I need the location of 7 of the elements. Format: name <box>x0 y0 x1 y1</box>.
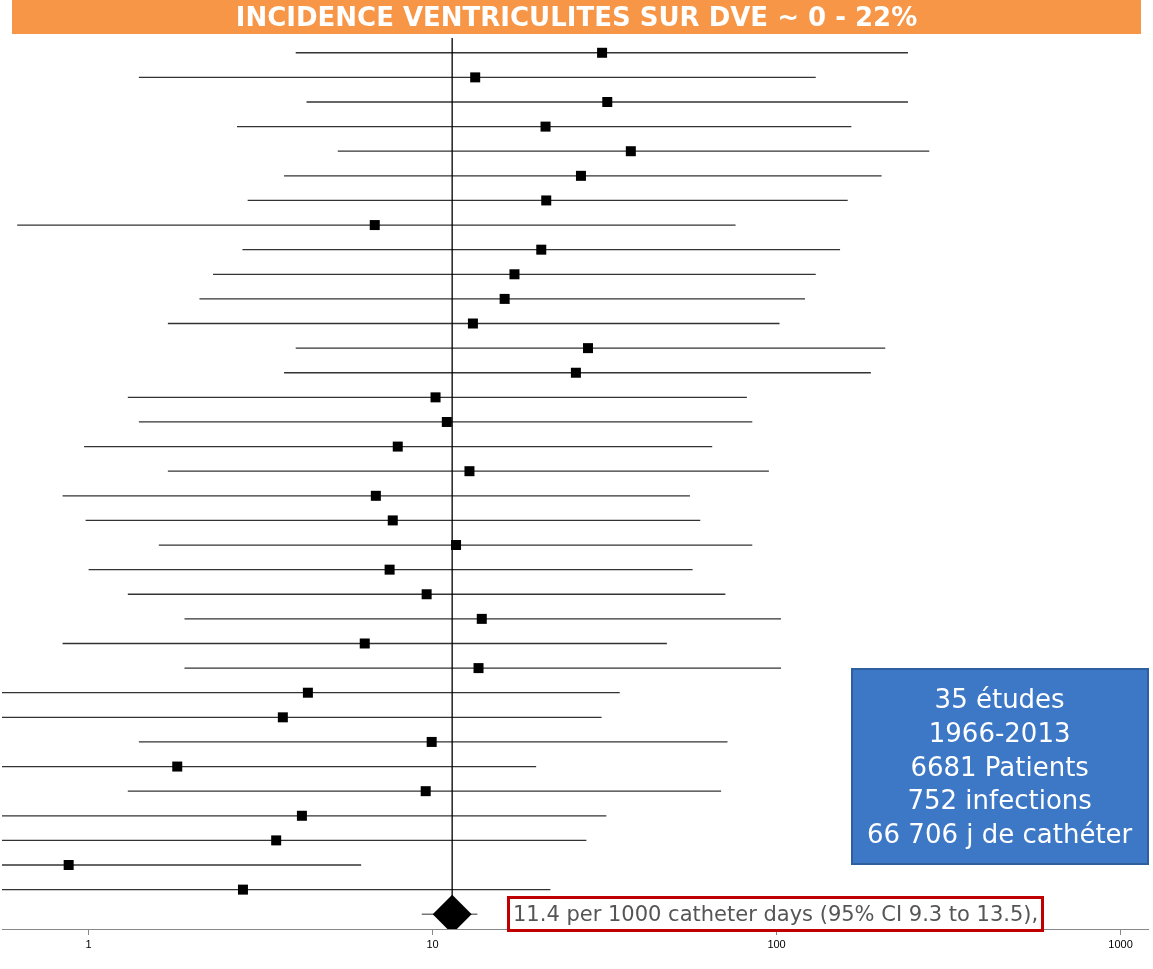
x-tick-label: 1000 <box>1108 938 1133 951</box>
annotation: 11.4 per 1000 catheter days (95% CI 9.3 to 13.5), <box>513 902 1039 926</box>
x-tick-label: 10 <box>426 938 439 951</box>
annotation: 35 études 1966-2013 6681 Patients 752 infections 66 706 j de cathéter <box>867 684 1133 850</box>
chart-title: INCIDENCE VENTRICULITES SUR DVE ~ 0 - 22% <box>12 0 1141 34</box>
x-tick-label: 1 <box>85 938 92 951</box>
x-tick-label: 100 <box>767 938 786 951</box>
